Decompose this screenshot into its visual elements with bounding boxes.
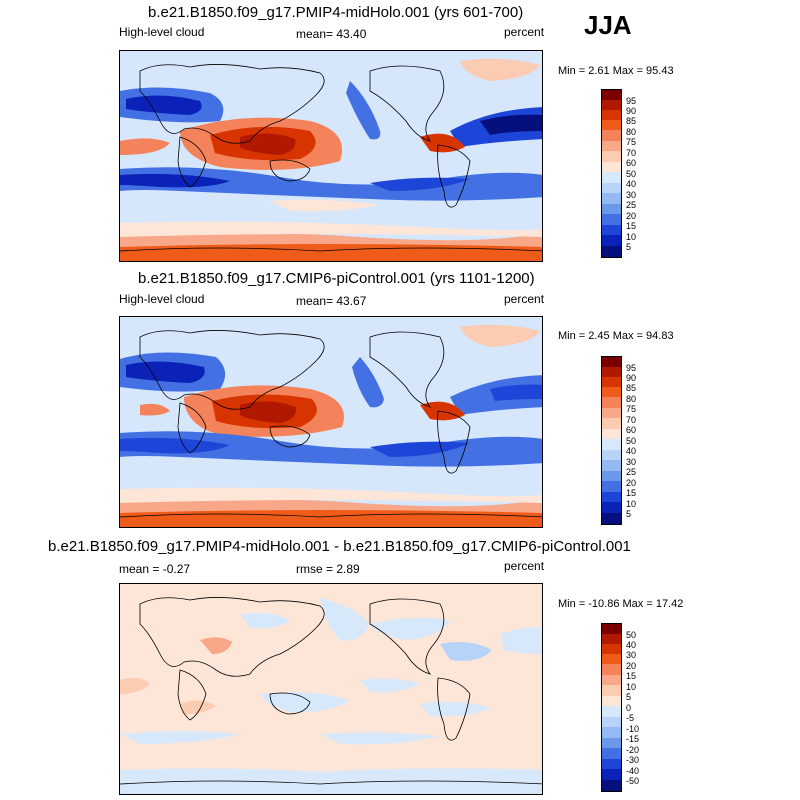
panel-1-mean-label: mean= 43.40 [296, 27, 367, 41]
panel-3-colorbar [601, 623, 622, 792]
cb1-label: 90 [626, 106, 637, 116]
cb1-label: 25 [626, 200, 637, 210]
cb1-label: 20 [626, 211, 637, 221]
panel-2-title: b.e21.B1850.f09_g17.CMIP6-piControl.001 … [138, 270, 535, 287]
cb1-label: 85 [626, 116, 637, 126]
cb2-label: 85 [626, 383, 637, 393]
panel-2-variable-label: High-level cloud [119, 292, 205, 306]
panel-3-rmse-label: rmse = 2.89 [296, 562, 360, 576]
cb3-label: 0 [626, 703, 632, 713]
cb3-label: 15 [626, 671, 637, 681]
season-label: JJA [584, 10, 632, 40]
cb2-label: 80 [626, 394, 637, 404]
panel-3-title: b.e21.B1850.f09_g17.PMIP4-midHolo.001 - … [48, 538, 631, 555]
panel-2-mean-label: mean= 43.67 [296, 294, 367, 308]
panel-3-map [119, 583, 543, 795]
panel-3-mean-label: mean = -0.27 [119, 562, 191, 576]
cb2-label: 15 [626, 488, 637, 498]
cb3-label: 20 [626, 661, 637, 671]
panel-2-minmax: Min = 2.45 Max = 94.83 [558, 330, 674, 342]
panel-1-minmax: Min = 2.61 Max = 95.43 [558, 65, 674, 77]
panel-2-colorbar [601, 356, 622, 525]
cb1-label: 80 [626, 127, 637, 137]
panel-1-map [119, 50, 543, 262]
cb2-label: 5 [626, 509, 632, 519]
cb2-label: 90 [626, 373, 637, 383]
cb1-label: 50 [626, 169, 637, 179]
panel-1-title: b.e21.B1850.f09_g17.PMIP4-midHolo.001 (y… [148, 4, 524, 21]
cb3-label: -5 [626, 713, 635, 723]
cb3-label: -50 [626, 776, 640, 786]
cb2-label: 25 [626, 467, 637, 477]
panel-2-map [119, 316, 543, 528]
cb2-label: 70 [626, 415, 637, 425]
panel-3-units-label: percent [504, 559, 545, 573]
cb2-label: 40 [626, 446, 637, 456]
panel-1-variable-label: High-level cloud [119, 25, 205, 39]
cb3-label: 40 [626, 640, 637, 650]
cb3-label: -20 [626, 745, 640, 755]
cb1-label: 30 [626, 190, 637, 200]
cb3-label: 50 [626, 630, 637, 640]
cb2-label: 60 [626, 425, 637, 435]
cb2-label: 20 [626, 478, 637, 488]
cb2-label: 75 [626, 404, 637, 414]
panel-3-minmax: Min = -10.86 Max = 17.42 [558, 598, 684, 610]
cb2-label: 10 [626, 499, 637, 509]
cb3-label: 5 [626, 692, 632, 702]
cb3-label: -15 [626, 734, 640, 744]
cb1-label: 95 [626, 96, 637, 106]
cb3-label: 10 [626, 682, 637, 692]
cb2-label: 30 [626, 457, 637, 467]
cb2-label: 50 [626, 436, 637, 446]
cb1-label: 40 [626, 179, 637, 189]
cb3-label: -30 [626, 755, 640, 765]
cb1-label: 10 [626, 232, 637, 242]
cb3-label: 30 [626, 650, 637, 660]
cb3-label: -10 [626, 724, 640, 734]
cb1-label: 60 [626, 158, 637, 168]
cb3-label: -40 [626, 766, 640, 776]
cb1-label: 70 [626, 148, 637, 158]
panel-2-units-label: percent [504, 292, 545, 306]
panel-1-units-label: percent [504, 25, 545, 39]
cb1-label: 75 [626, 137, 637, 147]
cb1-label: 15 [626, 221, 637, 231]
cb2-label: 95 [626, 363, 637, 373]
cb1-label: 5 [626, 242, 632, 252]
panel-1-colorbar [601, 89, 622, 258]
